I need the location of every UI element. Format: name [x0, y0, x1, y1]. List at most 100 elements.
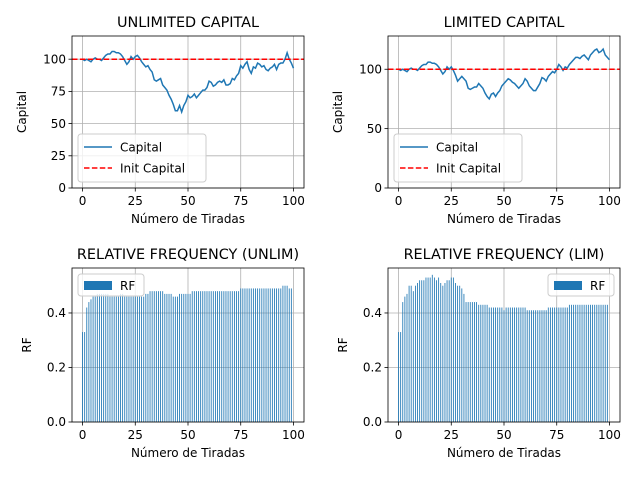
- bar: [537, 310, 539, 422]
- x-tick-label: 100: [282, 194, 305, 208]
- bar: [514, 307, 515, 422]
- bar: [98, 293, 100, 422]
- x-tick-label: 50: [496, 428, 511, 442]
- bar: [183, 293, 185, 422]
- y-axis-label: RF: [336, 337, 350, 352]
- bar: [236, 291, 237, 422]
- bar: [493, 307, 494, 422]
- bar: [417, 282, 418, 422]
- x-tick-label: 75: [549, 428, 564, 442]
- bar: [252, 288, 254, 422]
- bar: [130, 296, 132, 422]
- legend: RF: [547, 273, 615, 297]
- bar: [594, 304, 596, 422]
- subplot-4: 0 25 50 75 100 0.0 0.2 0.4 RELATIVE FREQUENCY (L…: [336, 247, 621, 460]
- bar: [448, 280, 450, 422]
- bar: [404, 296, 406, 422]
- bar: [564, 307, 566, 422]
- bar: [427, 277, 429, 422]
- bar: [469, 302, 471, 422]
- bar: [604, 304, 606, 422]
- x-tick-label: 25: [128, 194, 143, 208]
- bar: [590, 304, 591, 422]
- bar: [398, 332, 399, 422]
- bar: [552, 307, 553, 422]
- legend-label: RF: [120, 279, 135, 293]
- bar: [233, 291, 235, 422]
- bar: [499, 307, 501, 422]
- bar: [202, 291, 204, 422]
- bar: [238, 291, 240, 422]
- x-tick-label: 100: [282, 428, 305, 442]
- bar: [217, 291, 218, 422]
- x-tick-label: 75: [233, 194, 248, 208]
- bar: [459, 285, 461, 422]
- x-tick-label: 0: [395, 194, 403, 208]
- bar: [134, 296, 136, 422]
- legend-label: Init Capital: [436, 162, 501, 176]
- bar: [191, 291, 193, 422]
- bar: [141, 296, 143, 422]
- y-tick-label: 0.2: [363, 361, 382, 375]
- bar: [602, 304, 604, 422]
- bar: [543, 310, 545, 422]
- legend-box: [393, 133, 523, 183]
- bar: [433, 277, 435, 422]
- bar: [193, 291, 195, 422]
- bar: [286, 285, 288, 422]
- y-tick-label: 0.2: [47, 361, 66, 375]
- bar: [204, 291, 206, 422]
- y-tick-label: 100: [43, 52, 66, 66]
- bar: [278, 288, 280, 422]
- x-tick-label: 75: [549, 194, 564, 208]
- bar: [577, 304, 579, 422]
- bar: [530, 310, 532, 422]
- bar: [128, 296, 130, 422]
- bar: [579, 304, 581, 422]
- bar: [105, 293, 107, 422]
- y-tick-label: 0: [58, 181, 66, 195]
- bar: [474, 302, 475, 422]
- x-axis-label: Número de Tiradas: [131, 446, 245, 460]
- bar: [497, 307, 499, 422]
- bar: [562, 307, 564, 422]
- y-tick-label: 0.4: [47, 306, 66, 320]
- bar: [486, 304, 488, 422]
- chart-title: UNLIMITED CAPITAL: [117, 15, 259, 31]
- x-tick-label: 25: [128, 428, 143, 442]
- bar: [263, 288, 265, 422]
- bar: [248, 288, 250, 422]
- bar: [518, 307, 520, 422]
- legend-box: [77, 133, 207, 183]
- bar: [450, 277, 452, 422]
- bar: [101, 293, 102, 422]
- bar: [524, 307, 526, 422]
- bar: [117, 296, 119, 422]
- bar: [265, 288, 267, 422]
- bar: [244, 288, 246, 422]
- bar: [166, 293, 168, 422]
- bar: [598, 304, 600, 422]
- bar: [227, 291, 229, 422]
- x-tick-label: 0: [79, 428, 87, 442]
- bar: [107, 293, 109, 422]
- bar: [96, 293, 98, 422]
- bar: [214, 291, 216, 422]
- bar: [455, 282, 456, 422]
- bar: [200, 291, 202, 422]
- bar: [280, 288, 282, 422]
- bar: [560, 307, 562, 422]
- y-tick-label: 0.0: [363, 415, 382, 429]
- bar: [187, 293, 189, 422]
- bar: [168, 293, 170, 422]
- bar: [539, 310, 541, 422]
- bar: [132, 296, 134, 422]
- x-axis-label: Número de Tiradas: [447, 446, 561, 460]
- bar: [288, 288, 290, 422]
- bar: [242, 288, 244, 422]
- x-axis-label: Número de Tiradas: [447, 212, 561, 226]
- bar: [143, 296, 145, 422]
- bar: [181, 293, 183, 422]
- bar: [465, 302, 467, 422]
- bar: [115, 296, 117, 422]
